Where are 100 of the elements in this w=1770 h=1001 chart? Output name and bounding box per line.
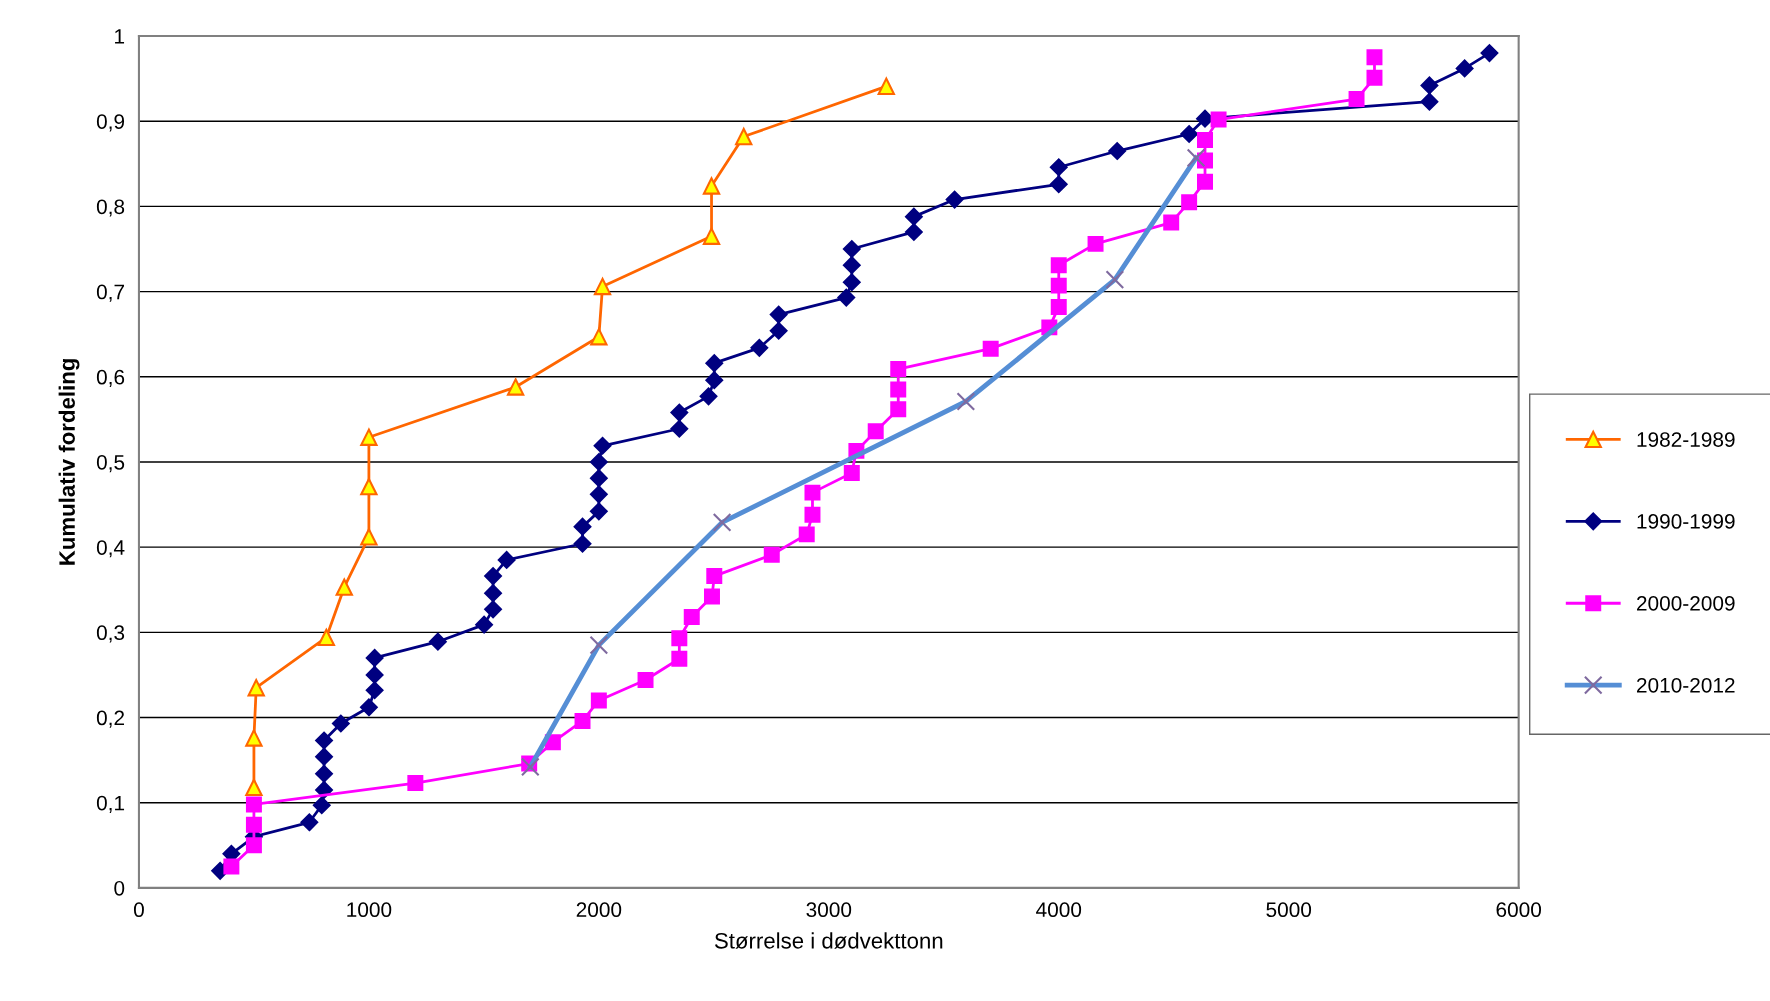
point [670, 403, 689, 422]
y-tick-label: 0,1 [96, 795, 125, 813]
point [982, 340, 999, 357]
point [593, 277, 612, 296]
point [1180, 125, 1199, 143]
point [573, 517, 592, 536]
point [312, 796, 331, 815]
point [506, 378, 525, 396]
point [360, 698, 378, 717]
legend-label: 1982-1989 [1637, 432, 1735, 447]
x-tick-label: 1000 [347, 902, 392, 918]
y-tick-label: 0,5 [96, 454, 125, 473]
point [705, 371, 724, 390]
point [365, 666, 384, 684]
point [247, 679, 265, 697]
point [475, 615, 493, 634]
point [360, 428, 378, 446]
y-tick-label: 0,6 [96, 369, 125, 387]
point [245, 816, 262, 833]
point [1420, 76, 1439, 95]
point [750, 338, 769, 357]
point [702, 227, 721, 245]
point [1197, 173, 1213, 190]
point [763, 546, 780, 563]
point [842, 273, 861, 292]
point [769, 321, 788, 340]
point [1181, 194, 1198, 211]
y-tick-label: 0 [114, 880, 125, 896]
point [484, 567, 502, 586]
point [699, 387, 718, 406]
point [702, 177, 721, 195]
point [842, 256, 861, 275]
y-tick-label: 0,8 [96, 199, 125, 217]
point [769, 305, 788, 324]
y-axis-title: Kumulativ fordeling [58, 359, 80, 565]
point [1049, 175, 1068, 194]
y-tick-label: 1 [115, 29, 125, 44]
point [589, 485, 608, 504]
x-tick-label: 6000 [1496, 902, 1542, 918]
point [890, 361, 907, 378]
x-tick-label: 0 [133, 902, 144, 918]
point [1210, 111, 1227, 128]
point [365, 681, 384, 700]
point [904, 207, 923, 226]
point [877, 77, 895, 95]
legend-label: 2010-2012 [1637, 677, 1735, 693]
point [671, 630, 688, 647]
point [1108, 142, 1127, 160]
point [1348, 91, 1365, 108]
point [867, 423, 884, 440]
point [705, 354, 724, 373]
point [315, 747, 333, 766]
point [300, 813, 319, 832]
y-tick-label: 0,3 [96, 625, 125, 643]
point [593, 436, 612, 455]
point [804, 484, 821, 501]
point [704, 588, 720, 605]
point [317, 628, 336, 647]
point [1050, 298, 1067, 315]
y-tick-label: 0,2 [96, 710, 125, 728]
legend-label: 1990-1999 [1637, 514, 1735, 529]
point [1087, 235, 1104, 252]
point [428, 632, 447, 651]
point [245, 837, 262, 854]
point [589, 453, 608, 471]
legend-label: 2000-2009 [1637, 595, 1735, 611]
point [589, 502, 608, 521]
point [798, 526, 815, 543]
point [804, 506, 821, 523]
point [683, 609, 700, 625]
y-tick-label: 0,4 [96, 540, 125, 558]
point [1049, 158, 1068, 177]
point [843, 465, 860, 482]
point [1050, 257, 1067, 274]
point [331, 714, 350, 733]
point [590, 328, 608, 346]
point [837, 288, 856, 307]
point [945, 190, 964, 209]
y-tick-label: 0,9 [96, 114, 125, 132]
point [484, 584, 502, 603]
point [637, 672, 654, 689]
point [484, 600, 502, 619]
point [360, 477, 378, 496]
point [890, 401, 907, 418]
x-tick-label: 5000 [1266, 902, 1312, 918]
point [670, 419, 689, 438]
point [223, 858, 240, 875]
point [842, 240, 861, 258]
point [671, 650, 688, 667]
x-tick-label: 4000 [1036, 902, 1082, 918]
point [1366, 49, 1383, 66]
point [1197, 131, 1213, 148]
point [1455, 59, 1474, 78]
point [360, 528, 378, 546]
x-tick-label: 2000 [576, 902, 622, 918]
point [497, 551, 516, 569]
point [1366, 69, 1383, 86]
point [315, 764, 333, 783]
point [335, 578, 353, 596]
point [590, 692, 607, 709]
